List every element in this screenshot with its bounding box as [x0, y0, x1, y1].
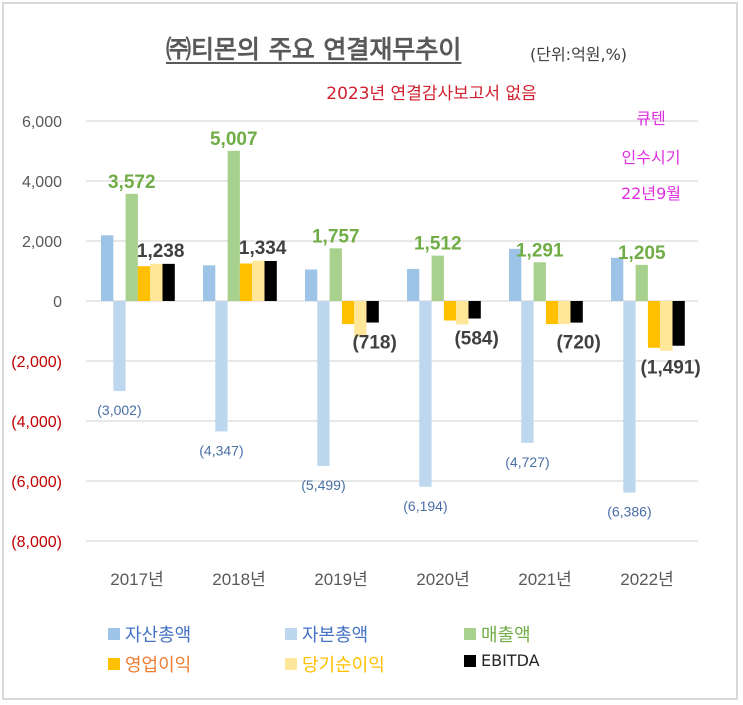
- legend-label: 당기순이익: [302, 655, 385, 676]
- bar-operating: [647, 301, 661, 348]
- data-label-sales: 1,205: [618, 243, 666, 264]
- bar-asset: [203, 265, 216, 301]
- data-label-equity: (6,386): [607, 504, 651, 520]
- bar-asset: [611, 257, 624, 301]
- bar-sales: [329, 248, 342, 301]
- legend-label: 영업이익: [125, 655, 192, 676]
- bar-operating: [341, 301, 355, 325]
- legend-label: 자산총액: [125, 625, 192, 646]
- bar-ebitda: [162, 263, 175, 301]
- x-tick-label: 2021년: [518, 570, 571, 589]
- y-tick-label: 2,000: [22, 234, 62, 251]
- bar-equity: [419, 301, 432, 487]
- data-label-sales: 5,007: [210, 129, 258, 150]
- bar-asset: [305, 269, 318, 301]
- y-tick-label: (8,000): [11, 534, 62, 551]
- y-axis-ticks: 6,000 4,000 2,000 0 (2,000) (4,000) (6,000) (8,…: [11, 114, 62, 551]
- subtitle-text: 2023년 연결감사보고서 없음: [326, 84, 537, 104]
- legend-item-sales: 매출액: [464, 621, 531, 647]
- x-tick-label: 2019년: [314, 570, 367, 589]
- annotation-line-1: 큐텐: [636, 109, 666, 128]
- bar-ebitda: [468, 301, 481, 319]
- data-label-ebitda: (1,491): [641, 358, 701, 379]
- annotation-line-2: 인수시기: [621, 148, 681, 167]
- bar-sales: [227, 150, 240, 301]
- data-label-ebitda: (584): [454, 329, 498, 350]
- data-label-ebitda: 1,238: [137, 241, 185, 262]
- data-labels: 3,572 (3,002) 1,238 5,007 (4,347) 1,334 1,757 (…: [97, 129, 700, 520]
- data-label-equity: (3,002): [97, 402, 141, 418]
- legend-label: EBITDA: [481, 651, 540, 670]
- data-label-ebitda: 1,334: [239, 238, 287, 259]
- gridlines: [86, 120, 698, 542]
- data-label-sales: 1,757: [312, 226, 360, 247]
- chart-title: ㈜티몬의 주요 연결재무추이: [166, 35, 462, 64]
- unit-label: (단위:억원,%): [530, 45, 628, 64]
- bar-operating: [443, 301, 457, 321]
- bar-sales: [533, 262, 546, 301]
- annotation-line-3: 22년9월: [621, 184, 681, 203]
- legend-label: 매출액: [481, 625, 531, 646]
- legend-item-net: 당기순이익: [285, 651, 385, 677]
- legend-swatch-asset: [108, 628, 120, 640]
- legend-item-ebitda: EBITDA: [464, 651, 540, 670]
- data-label-sales: 1,291: [516, 240, 564, 261]
- bar-asset: [509, 248, 522, 301]
- bar-ebitda: [570, 301, 583, 323]
- data-label-equity: (5,499): [301, 477, 345, 493]
- data-label-ebitda: (720): [556, 333, 600, 354]
- legend-swatch-equity: [285, 628, 297, 640]
- bar-equity: [521, 301, 534, 443]
- y-tick-label: 4,000: [22, 174, 62, 191]
- data-label-equity: (6,194): [403, 498, 447, 514]
- bar-net: [456, 301, 469, 325]
- bar-net: [558, 301, 571, 325]
- bar-net: [354, 301, 367, 337]
- bar-asset: [407, 268, 420, 301]
- bar-equity: [623, 301, 636, 493]
- data-label-equity: (4,347): [199, 442, 243, 458]
- legend-label: 자본총액: [302, 625, 369, 646]
- bar-equity: [215, 301, 228, 432]
- data-label-sales: 1,512: [414, 234, 462, 255]
- x-tick-label: 2018년: [212, 570, 265, 589]
- bar-equity: [113, 301, 126, 392]
- y-tick-label: (2,000): [11, 354, 62, 371]
- legend-swatch-operating: [108, 658, 120, 670]
- bar-ebitda: [264, 260, 277, 301]
- bar-operating: [137, 266, 151, 301]
- y-tick-label: (6,000): [11, 474, 62, 491]
- legend-swatch-sales: [464, 628, 476, 640]
- bar-net: [150, 263, 163, 301]
- bar-net: [660, 301, 673, 351]
- bar-sales: [125, 193, 138, 301]
- data-label-ebitda: (718): [352, 333, 396, 354]
- legend-item-equity: 자본총액: [285, 621, 368, 647]
- legend-swatch-ebitda: [464, 654, 476, 667]
- x-tick-label: 2022년: [620, 570, 673, 589]
- bar-operating: [545, 301, 559, 325]
- legend-swatch-net: [285, 658, 297, 670]
- data-label-equity: (4,727): [505, 454, 549, 470]
- bar-sales: [431, 255, 444, 301]
- x-tick-label: 2020년: [416, 570, 469, 589]
- bar-ebitda: [366, 301, 379, 323]
- bars: [101, 150, 685, 493]
- data-label-sales: 3,572: [108, 172, 156, 193]
- bar-asset: [101, 235, 114, 301]
- bar-sales: [635, 264, 648, 301]
- bar-net: [252, 260, 265, 301]
- legend-item-asset: 자산총액: [108, 621, 191, 647]
- x-tick-label: 2017년: [110, 570, 163, 589]
- y-tick-label: 0: [53, 294, 62, 311]
- chart-subtitle: 2023년 연결감사보고서 없음: [0, 79, 743, 104]
- bar-equity: [317, 301, 330, 466]
- bar-operating: [239, 263, 253, 301]
- x-axis-ticks: 2017년 2018년 2019년 2020년 2021년 2022년: [110, 570, 673, 589]
- y-tick-label: 6,000: [22, 114, 62, 131]
- bar-ebitda: [672, 301, 685, 346]
- legend-item-operating: 영업이익: [108, 651, 191, 677]
- y-tick-label: (4,000): [11, 414, 62, 431]
